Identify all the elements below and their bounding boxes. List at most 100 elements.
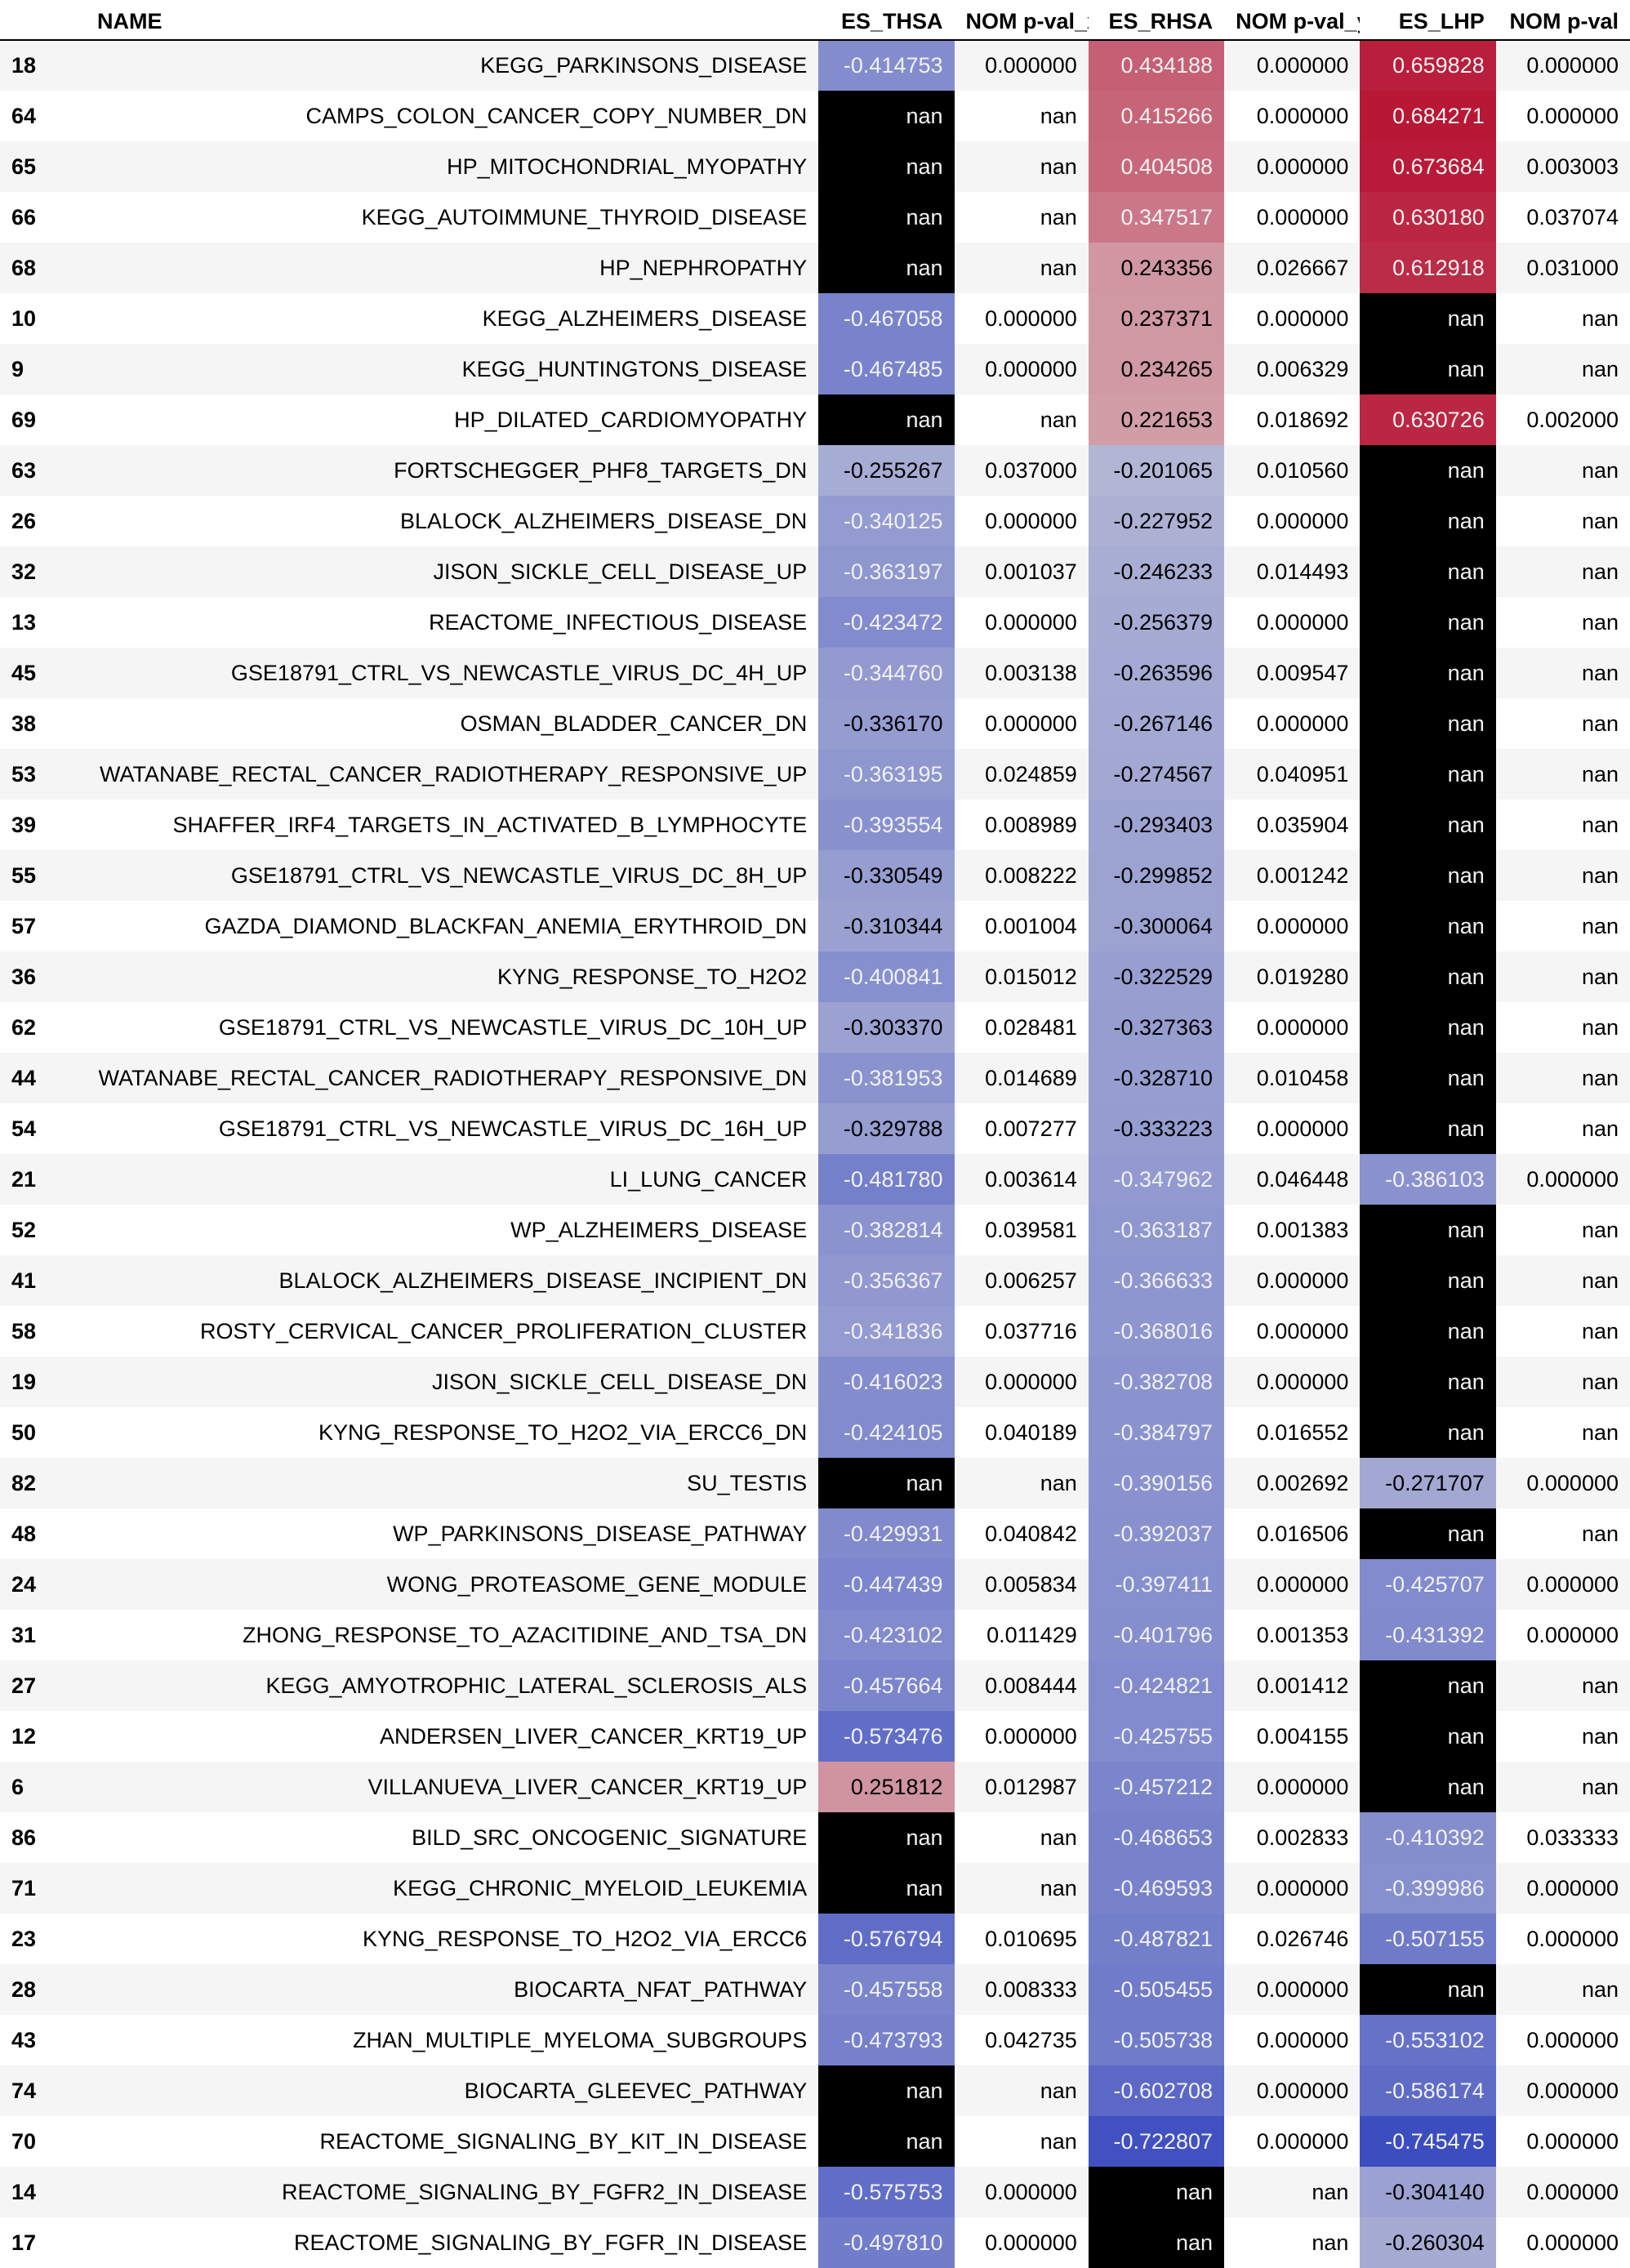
- pval-y-cell: 0.001412: [1256, 1673, 1349, 1698]
- row-index: 74: [11, 2078, 37, 2103]
- es-lhp-cell: -0.399986: [1360, 1863, 1496, 1914]
- pval-x-cell: nan: [1040, 103, 1077, 128]
- pval-y-cell: 0.000000: [1256, 1976, 1349, 2002]
- pval-y-cell: 0.000000: [1256, 103, 1349, 128]
- es-rhsa-cell: nan: [1088, 2167, 1225, 2217]
- es-thsa-cell: -0.575753: [818, 2167, 955, 2217]
- pval-x-cell: 0.037000: [985, 457, 1077, 483]
- gene-set-name: KEGG_AMYOTROPHIC_LATERAL_SCLEROSIS_ALS: [265, 1673, 808, 1698]
- es-thsa-cell: -0.310344: [818, 901, 955, 951]
- gene-set-name: KEGG_ALZHEIMERS_DISEASE: [482, 305, 808, 331]
- pval-y-cell: 0.016552: [1256, 1419, 1349, 1445]
- gene-set-name: BILD_SRC_ONCOGENIC_SIGNATURE: [412, 1825, 808, 1850]
- pval-y-cell: 0.009547: [1256, 660, 1349, 685]
- pval-y-cell: 0.000000: [1256, 508, 1349, 533]
- table-row: 12 ANDERSEN_LIVER_CANCER_KRT19_UP -0.57347…: [0, 1711, 1630, 1762]
- pval-cell: 0.031000: [1526, 255, 1619, 280]
- es-thsa-cell: nan: [818, 141, 955, 192]
- es-lhp-cell: -0.507155: [1360, 1914, 1496, 1964]
- pval-cell: nan: [1581, 1723, 1619, 1749]
- es-rhsa-cell: -0.227952: [1088, 496, 1225, 546]
- row-index: 82: [11, 1470, 37, 1495]
- pval-x-cell: 0.000000: [985, 1723, 1077, 1749]
- es-rhsa-cell: 0.221653: [1088, 394, 1225, 445]
- es-thsa-cell: -0.416023: [818, 1357, 955, 1407]
- row-index: 55: [11, 862, 37, 888]
- es-rhsa-cell: -0.328710: [1088, 1053, 1225, 1103]
- pval-y-cell: 0.000000: [1256, 913, 1349, 938]
- row-index: 69: [11, 407, 37, 432]
- row-index: 68: [11, 255, 37, 280]
- pval-y-cell: 0.035904: [1256, 812, 1349, 837]
- gene-set-name: SHAFFER_IRF4_TARGETS_IN_ACTIVATED_B_LYMP…: [172, 812, 808, 837]
- row-index: 13: [11, 609, 37, 635]
- pval-cell: nan: [1581, 1217, 1619, 1242]
- gene-set-name: REACTOME_SIGNALING_BY_FGFR_IN_DISEASE: [294, 2230, 808, 2255]
- es-rhsa-cell: -0.300064: [1088, 901, 1225, 951]
- table-row: 19 JISON_SICKLE_CELL_DISEASE_DN -0.416023 0…: [0, 1357, 1630, 1407]
- es-thsa-cell: nan: [818, 2116, 955, 2167]
- table-row: 6 VILLANUEVA_LIVER_CANCER_KRT19_UP 0.25181…: [0, 1762, 1630, 1812]
- row-index: 86: [11, 1825, 37, 1850]
- es-lhp-cell: nan: [1360, 1964, 1496, 2015]
- pval-cell: 0.000000: [1526, 2230, 1619, 2255]
- es-lhp-cell: nan: [1360, 496, 1496, 546]
- table-row: 71 KEGG_CHRONIC_MYELOID_LEUKEMIA nan nan -0.…: [0, 1863, 1630, 1914]
- es-lhp-cell: -0.425707: [1360, 1559, 1496, 1610]
- gene-set-name: KEGG_HUNTINGTONS_DISEASE: [461, 356, 808, 381]
- table-row: 45 GSE18791_CTRL_VS_NEWCASTLE_VIRUS_DC_4H…: [0, 648, 1630, 698]
- gene-set-name: WONG_PROTEASOME_GENE_MODULE: [386, 1571, 808, 1597]
- es-thsa-cell: -0.336170: [818, 698, 955, 749]
- es-rhsa-cell: -0.425755: [1088, 1711, 1225, 1762]
- gene-set-name: CAMPS_COLON_CANCER_COPY_NUMBER_DN: [305, 103, 808, 128]
- column-header-es-thsa: ES_THSA: [818, 0, 955, 41]
- gene-set-name: ANDERSEN_LIVER_CANCER_KRT19_UP: [380, 1723, 808, 1749]
- pval-x-cell: nan: [1040, 407, 1077, 432]
- es-thsa-cell: -0.424105: [818, 1407, 955, 1458]
- pval-cell: nan: [1581, 1673, 1619, 1698]
- table-row: 74 BIOCARTA_GLEEVEC_PATHWAY nan nan -0.60270…: [0, 2065, 1630, 2116]
- row-index: 19: [11, 1369, 37, 1394]
- es-thsa-cell: -0.576794: [818, 1914, 955, 1964]
- es-lhp-cell: -0.386103: [1360, 1154, 1496, 1205]
- es-thsa-cell: -0.340125: [818, 496, 955, 546]
- pval-cell: nan: [1581, 609, 1619, 635]
- table-row: 44 WATANABE_RECTAL_CANCER_RADIOTHERAPY_RE…: [0, 1053, 1630, 1103]
- pval-cell: nan: [1581, 812, 1619, 837]
- es-rhsa-cell: -0.392037: [1088, 1508, 1225, 1559]
- table-row: 17 REACTOME_SIGNALING_BY_FGFR_IN_DISEASE -…: [0, 2217, 1630, 2268]
- pval-y-cell: 0.014493: [1256, 559, 1349, 584]
- row-index: 26: [11, 508, 37, 533]
- table-row: 39 SHAFFER_IRF4_TARGETS_IN_ACTIVATED_B_LY…: [0, 800, 1630, 850]
- pval-y-cell: 0.000000: [1256, 53, 1349, 78]
- es-rhsa-cell: 0.347517: [1088, 192, 1225, 243]
- row-index: 21: [11, 1166, 37, 1192]
- es-lhp-cell: nan: [1360, 1711, 1496, 1762]
- row-index: 64: [11, 103, 37, 128]
- row-index: 23: [11, 1926, 37, 1951]
- es-rhsa-cell: -0.390156: [1088, 1458, 1225, 1508]
- table-row: 52 WP_ALZHEIMERS_DISEASE -0.382814 0.039581…: [0, 1205, 1630, 1255]
- table-row: 64 CAMPS_COLON_CANCER_COPY_NUMBER_DN nan na…: [0, 91, 1630, 141]
- gene-set-name: ZHAN_MULTIPLE_MYELOMA_SUBGROUPS: [353, 2027, 808, 2052]
- pval-cell: 0.000000: [1526, 53, 1619, 78]
- gene-set-name: WP_ALZHEIMERS_DISEASE: [510, 1217, 808, 1242]
- table-row: 50 KYNG_RESPONSE_TO_H2O2_VIA_ERCC6_DN -0.4…: [0, 1407, 1630, 1458]
- row-index: 65: [11, 154, 37, 179]
- pval-cell: 0.000000: [1526, 1622, 1619, 1647]
- es-lhp-cell: nan: [1360, 293, 1496, 344]
- es-thsa-cell: -0.344760: [818, 648, 955, 698]
- es-thsa-cell: -0.429931: [818, 1508, 955, 1559]
- es-thsa-cell: -0.363195: [818, 749, 955, 800]
- pval-x-cell: 0.028481: [985, 1014, 1077, 1040]
- row-index: 52: [11, 1217, 37, 1242]
- pval-y-cell: 0.000000: [1256, 2128, 1349, 2154]
- row-index: 63: [11, 457, 37, 483]
- pval-y-cell: nan: [1312, 2179, 1349, 2204]
- es-lhp-cell: nan: [1360, 1407, 1496, 1458]
- es-rhsa-cell: -0.469593: [1088, 1863, 1225, 1914]
- es-lhp-cell: nan: [1360, 1053, 1496, 1103]
- pval-y-cell: 0.000000: [1256, 1116, 1349, 1141]
- pval-y-cell: 0.026667: [1256, 255, 1349, 280]
